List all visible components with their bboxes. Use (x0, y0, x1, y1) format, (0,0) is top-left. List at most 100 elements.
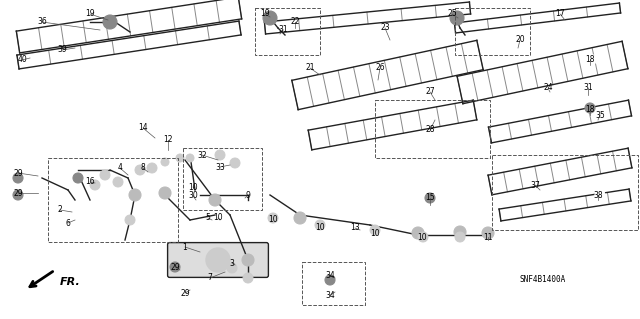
Text: 10: 10 (370, 228, 380, 238)
Bar (455, 8, 530, 55)
Text: 16: 16 (85, 177, 95, 187)
Circle shape (482, 227, 494, 239)
Text: FR.: FR. (60, 277, 81, 287)
Text: 13: 13 (350, 224, 360, 233)
Text: 1: 1 (182, 242, 188, 251)
Text: 10: 10 (188, 182, 198, 191)
Circle shape (215, 150, 225, 160)
Text: 14: 14 (138, 123, 148, 132)
Text: 40: 40 (17, 56, 27, 64)
Text: 34: 34 (325, 271, 335, 279)
Text: 31: 31 (278, 26, 288, 34)
FancyBboxPatch shape (168, 243, 268, 278)
Text: 35: 35 (595, 110, 605, 120)
Circle shape (268, 213, 278, 223)
Circle shape (159, 187, 171, 199)
Text: 25: 25 (447, 10, 457, 19)
Circle shape (243, 273, 253, 283)
Circle shape (370, 225, 380, 235)
Circle shape (227, 263, 237, 273)
Text: 2: 2 (58, 205, 62, 214)
Circle shape (13, 173, 23, 183)
Text: 37: 37 (530, 181, 540, 189)
Text: 33: 33 (215, 162, 225, 172)
Text: SNF4B1400A: SNF4B1400A (520, 276, 566, 285)
Text: 11: 11 (483, 233, 493, 241)
Text: 34: 34 (325, 291, 335, 300)
Circle shape (595, 190, 605, 200)
Text: 6: 6 (65, 219, 70, 227)
Text: 9: 9 (246, 190, 250, 199)
Text: 20: 20 (515, 35, 525, 44)
Circle shape (113, 177, 123, 187)
Circle shape (103, 15, 117, 29)
Text: 30: 30 (188, 191, 198, 201)
Text: 22: 22 (291, 18, 300, 26)
Circle shape (230, 158, 240, 168)
Text: 7: 7 (207, 273, 212, 283)
Text: 29: 29 (170, 263, 180, 271)
Circle shape (315, 220, 325, 230)
Text: 28: 28 (425, 125, 435, 135)
Text: 38: 38 (593, 190, 603, 199)
Text: 10: 10 (213, 213, 223, 222)
Circle shape (455, 232, 465, 242)
Circle shape (90, 180, 100, 190)
Bar (48, 158, 178, 242)
Bar (375, 100, 490, 158)
Text: 32: 32 (197, 151, 207, 160)
Text: 21: 21 (305, 63, 315, 72)
Circle shape (186, 154, 194, 162)
Text: 5: 5 (205, 213, 211, 222)
Circle shape (147, 163, 157, 173)
Circle shape (161, 158, 169, 166)
Circle shape (176, 154, 184, 162)
Bar (183, 148, 262, 210)
Text: 39: 39 (57, 46, 67, 55)
Bar (492, 155, 638, 230)
Text: 31: 31 (583, 84, 593, 93)
Circle shape (135, 165, 145, 175)
Bar (255, 8, 320, 55)
Circle shape (325, 275, 335, 285)
Text: 29: 29 (13, 168, 23, 177)
Text: 17: 17 (555, 10, 565, 19)
Text: 29: 29 (13, 189, 23, 197)
Circle shape (13, 190, 23, 200)
Text: 29: 29 (180, 288, 190, 298)
Text: 8: 8 (141, 164, 145, 173)
Circle shape (125, 215, 135, 225)
Circle shape (73, 173, 83, 183)
Bar (302, 262, 365, 305)
Circle shape (584, 54, 596, 66)
Text: 10: 10 (417, 234, 427, 242)
Circle shape (100, 170, 110, 180)
Circle shape (170, 262, 180, 272)
Text: 18: 18 (585, 56, 595, 64)
Text: 12: 12 (163, 136, 173, 145)
Text: 15: 15 (425, 194, 435, 203)
Text: 19: 19 (85, 10, 95, 19)
Circle shape (263, 11, 277, 25)
Circle shape (425, 193, 435, 203)
Text: 19: 19 (260, 10, 270, 19)
Text: 36: 36 (37, 18, 47, 26)
Circle shape (294, 212, 306, 224)
Circle shape (454, 226, 466, 238)
Text: 26: 26 (375, 63, 385, 72)
Circle shape (209, 194, 221, 206)
Circle shape (412, 227, 424, 239)
Circle shape (585, 103, 595, 113)
Text: 18: 18 (585, 106, 595, 115)
Circle shape (450, 11, 464, 25)
Text: 10: 10 (268, 216, 278, 225)
Text: 4: 4 (118, 164, 122, 173)
Text: 27: 27 (425, 87, 435, 97)
Text: 23: 23 (380, 24, 390, 33)
Text: 24: 24 (543, 84, 553, 93)
Text: 10: 10 (315, 224, 325, 233)
Circle shape (418, 232, 428, 242)
Circle shape (206, 248, 230, 272)
Circle shape (129, 189, 141, 201)
Text: 3: 3 (230, 258, 234, 268)
